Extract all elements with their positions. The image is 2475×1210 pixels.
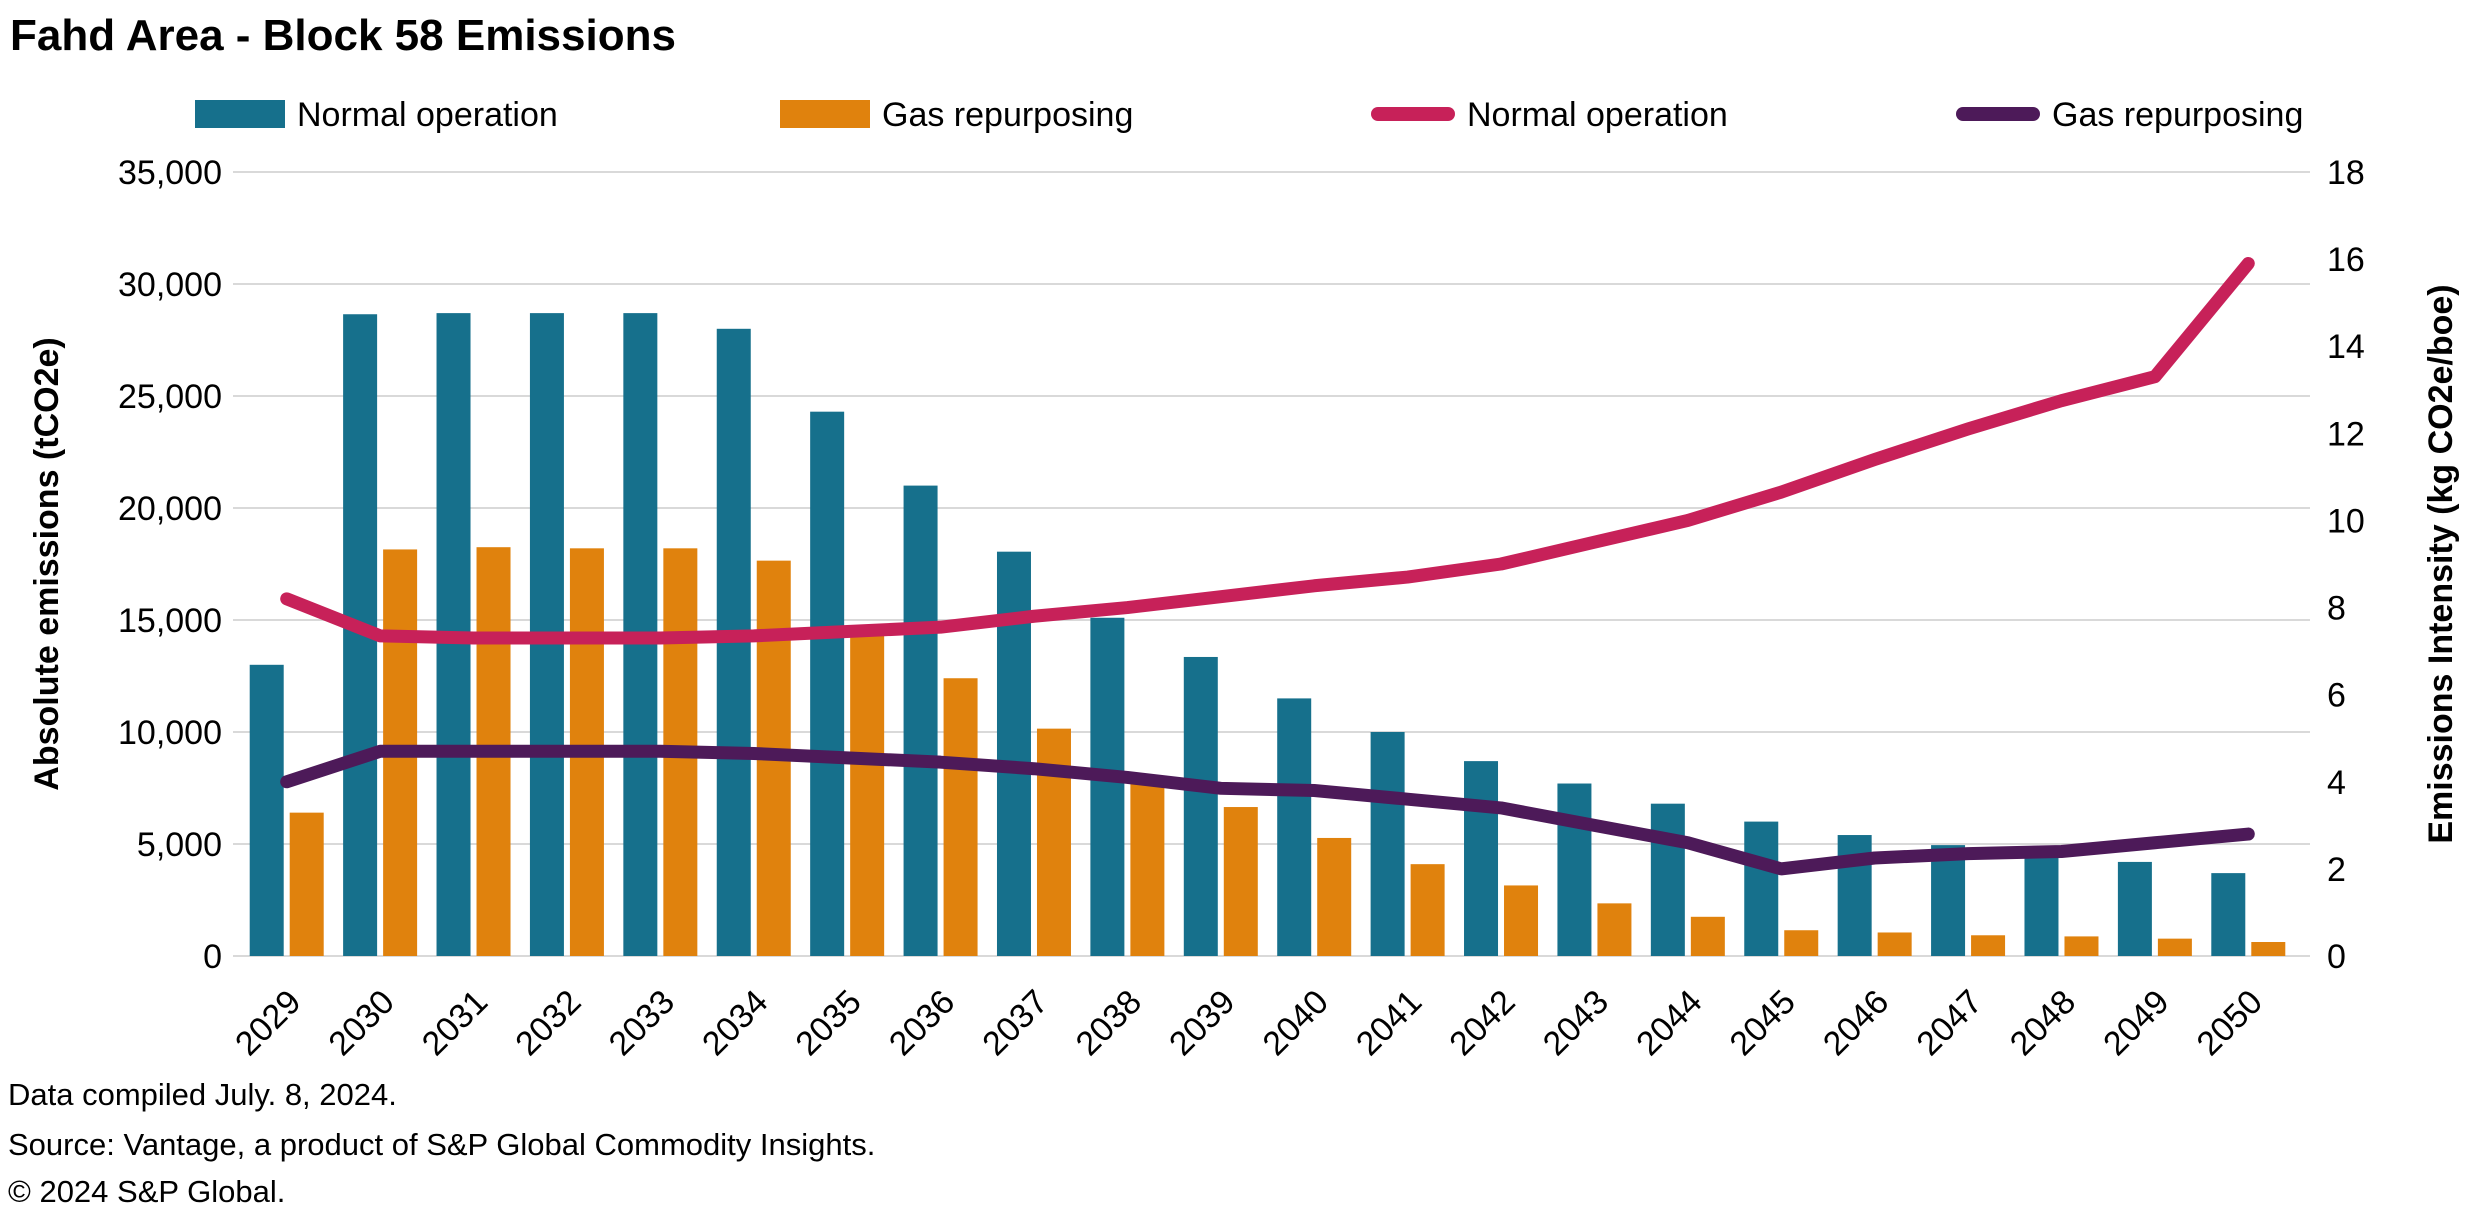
x-axis-tick-label-2035: 2035 xyxy=(788,983,868,1063)
footer-data-compiled: Data compiled July. 8, 2024. xyxy=(8,1077,397,1112)
y-axis-tick-label-left: 5,000 xyxy=(137,826,222,864)
y-axis-tick-label-left: 35,000 xyxy=(118,154,222,192)
x-axis-tick-label-2041: 2041 xyxy=(1349,983,1429,1063)
bar-gas-repurposing-2036 xyxy=(943,678,978,956)
x-axis-tick-label-2044: 2044 xyxy=(1629,983,1709,1063)
line-gas-repurposing xyxy=(280,744,2255,876)
legend-label-gas-repurposing-line: Gas repurposing xyxy=(2052,96,2303,134)
x-axis-tick-label-2047: 2047 xyxy=(1909,983,1989,1063)
legend-label-normal-operation-bar: Normal operation xyxy=(297,96,558,134)
footer: Data compiled July. 8, 2024. Source: Van… xyxy=(8,1077,875,1209)
y-axis-tick-label-right: 16 xyxy=(2327,241,2365,279)
x-axis-tick-label-2045: 2045 xyxy=(1723,983,1803,1063)
y-axis-tick-label-right: 0 xyxy=(2327,938,2346,976)
x-axis-tick-label-2032: 2032 xyxy=(508,983,588,1063)
bar-normal-operation-2042 xyxy=(1464,761,1499,956)
y-axis-tick-label-right: 10 xyxy=(2327,502,2365,540)
bar-normal-operation-2049 xyxy=(2117,861,2152,956)
x-axis-tick-label-2042: 2042 xyxy=(1442,983,1522,1063)
bar-gas-repurposing-2044 xyxy=(1690,916,1725,956)
legend-swatch-normal-operation-bar xyxy=(195,100,285,128)
x-axis-tick-label-2029: 2029 xyxy=(228,983,308,1063)
x-axis-tick-label-2049: 2049 xyxy=(2096,983,2176,1063)
x-axis-tick-label-2048: 2048 xyxy=(2003,983,2083,1063)
legend-item-bar-gas-repurposing: Gas repurposing xyxy=(780,96,1133,134)
bar-gas-repurposing-2046 xyxy=(1877,932,1912,956)
bar-normal-operation-2048 xyxy=(2024,857,2059,956)
legend: Normal operation Gas repurposing Normal … xyxy=(195,96,2303,134)
bar-gas-repurposing-2041 xyxy=(1410,864,1445,956)
bar-gas-repurposing-2048 xyxy=(2064,936,2099,956)
x-axis-tick-label-2040: 2040 xyxy=(1256,983,1336,1063)
x-axis-tick-label-2039: 2039 xyxy=(1162,983,1242,1063)
x-axis-tick-label-2046: 2046 xyxy=(1816,983,1896,1063)
legend-swatch-gas-repurposing-bar xyxy=(780,100,870,128)
legend-item-bar-normal-operation: Normal operation xyxy=(195,96,558,134)
bar-normal-operation-2029 xyxy=(249,664,284,956)
y-axis-tick-label-right: 14 xyxy=(2327,328,2365,366)
y-axis-tick-label-right: 4 xyxy=(2327,764,2346,802)
footer-copyright: © 2024 S&P Global. xyxy=(8,1174,285,1209)
bar-normal-operation-2047 xyxy=(1931,845,1966,956)
bar-gas-repurposing-2047 xyxy=(1971,935,2006,956)
y-axis-tick-label-left: 10,000 xyxy=(118,714,222,752)
legend-label-normal-operation-line: Normal operation xyxy=(1467,96,1728,134)
y-axis-tick-label-right: 12 xyxy=(2327,415,2365,453)
bar-gas-repurposing-2038 xyxy=(1130,779,1165,956)
y-axis-tick-label-right: 8 xyxy=(2327,590,2346,628)
bar-normal-operation-2040 xyxy=(1277,698,1312,956)
y-axis-ticks-left: 0 5,000 10,000 15,000 20,000 25,000 30,000 35,0… xyxy=(118,154,222,976)
y-axis-tick-label-left: 15,000 xyxy=(118,602,222,640)
bar-normal-operation-2041 xyxy=(1370,732,1405,956)
x-axis-tick-label-2038: 2038 xyxy=(1069,983,1149,1063)
bar-normal-operation-2043 xyxy=(1557,783,1592,956)
y-axis-tick-label-left: 25,000 xyxy=(118,378,222,416)
bar-normal-operation-2038 xyxy=(1090,617,1125,956)
bar-gas-repurposing-2039 xyxy=(1223,807,1258,956)
bar-gas-repurposing-2049 xyxy=(2157,938,2192,956)
y-axis-title-right: Emissions Intensity (kg CO2e/boe) xyxy=(2422,284,2460,843)
bar-normal-operation-2045 xyxy=(1744,821,1779,956)
bar-gas-repurposing-2045 xyxy=(1784,930,1819,956)
bar-gas-repurposing-2035 xyxy=(850,628,885,956)
bar-normal-operation-2039 xyxy=(1183,656,1218,956)
bar-normal-operation-2044 xyxy=(1650,803,1685,956)
legend-label-gas-repurposing-bar: Gas repurposing xyxy=(882,96,1133,134)
bar-gas-repurposing-2040 xyxy=(1317,837,1352,956)
line-series xyxy=(280,256,2255,876)
bar-gas-repurposing-2042 xyxy=(1504,885,1539,956)
y-axis-tick-label-right: 2 xyxy=(2327,851,2346,889)
y-axis-tick-label-left: 20,000 xyxy=(118,490,222,528)
x-axis-tick-label-2037: 2037 xyxy=(975,983,1055,1063)
y-axis-tick-label-left: 30,000 xyxy=(118,266,222,304)
legend-item-line-normal-operation: Normal operation xyxy=(1371,96,1728,134)
bar-normal-operation-2035 xyxy=(810,411,845,956)
bar-gas-repurposing-2037 xyxy=(1036,728,1071,956)
legend-item-line-gas-repurposing: Gas repurposing xyxy=(1956,96,2303,134)
x-axis-tick-label-2031: 2031 xyxy=(415,983,495,1063)
footer-source: Source: Vantage, a product of S&P Global… xyxy=(8,1127,875,1162)
bar-gas-repurposing-2029 xyxy=(289,812,324,956)
x-axis-tick-label-2034: 2034 xyxy=(695,983,775,1063)
bar-normal-operation-2036 xyxy=(903,485,938,956)
x-axis-tick-label-2033: 2033 xyxy=(602,983,682,1063)
x-axis-ticks: 2029 2030 2031 2032 2033 2034 2035 2036 2037 2038… xyxy=(228,983,2270,1063)
x-axis-tick-label-2043: 2043 xyxy=(1536,983,1616,1063)
bar-normal-operation-2050 xyxy=(2211,873,2246,956)
y-axis-tick-label-right: 18 xyxy=(2327,154,2365,192)
x-axis-tick-label-2050: 2050 xyxy=(2190,983,2270,1063)
y-axis-ticks-right: 0 2 4 6 8 10 12 14 16 18 xyxy=(2327,154,2365,976)
chart-title: Fahd Area - Block 58 Emissions xyxy=(10,11,676,60)
line-normal-operation xyxy=(280,256,2255,645)
x-axis-tick-label-2036: 2036 xyxy=(882,983,962,1063)
y-axis-title-left: Absolute emissions (tCO2e) xyxy=(28,337,66,790)
bar-gas-repurposing-2050 xyxy=(2251,942,2286,956)
y-axis-tick-label-right: 6 xyxy=(2327,677,2346,715)
y-axis-tick-label-left: 0 xyxy=(203,938,222,976)
bar-gas-repurposing-2043 xyxy=(1597,903,1632,956)
x-axis-tick-label-2030: 2030 xyxy=(321,983,401,1063)
